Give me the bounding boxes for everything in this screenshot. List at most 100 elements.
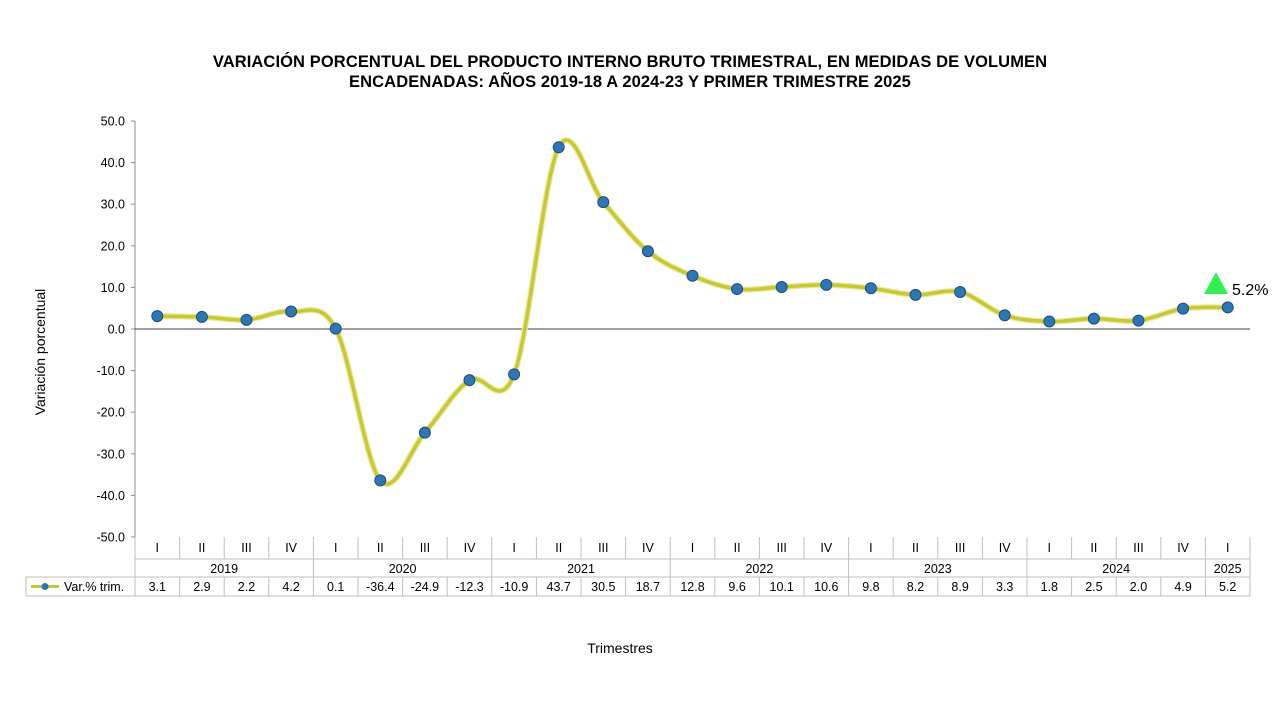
last-value-annotation: 5.2%: [1204, 272, 1268, 299]
data-point: [240, 313, 253, 326]
y-tick-label: 50.0: [101, 115, 125, 129]
data-point: [1221, 301, 1234, 314]
value-cell: 2.0: [1130, 580, 1147, 594]
quarter-label: III: [598, 541, 608, 555]
year-label: 2023: [924, 562, 952, 576]
value-cell: 9.6: [728, 580, 745, 594]
data-point: [1132, 314, 1145, 327]
data-point: [151, 310, 164, 323]
y-tick-label: 10.0: [101, 281, 125, 295]
y-tick-label: -30.0: [97, 447, 126, 461]
annotation-text: 5.2%: [1232, 282, 1269, 299]
value-cell: 0.1: [327, 580, 344, 594]
quarter-label: II: [734, 541, 741, 555]
quarter-label: I: [869, 541, 872, 555]
data-point: [285, 305, 298, 318]
value-cell: 8.2: [907, 580, 924, 594]
y-tick-label: -50.0: [97, 531, 126, 545]
value-cell: -36.4: [366, 580, 395, 594]
y-tick-label: -10.0: [97, 364, 126, 378]
data-point: [954, 285, 967, 298]
quarter-label: IV: [820, 541, 832, 555]
data-point: [195, 310, 208, 323]
year-label: 2024: [1102, 562, 1130, 576]
value-cell: 30.5: [591, 580, 615, 594]
value-cell: 3.1: [149, 580, 166, 594]
value-cell: 2.9: [193, 580, 210, 594]
year-label: 2022: [745, 562, 773, 576]
data-point: [686, 269, 699, 282]
value-cell: 10.1: [770, 580, 794, 594]
value-cell: 12.8: [680, 580, 704, 594]
value-cell: 8.9: [951, 580, 968, 594]
value-cell: 2.2: [238, 580, 255, 594]
chart-title-line-1: VARIACIÓN PORCENTUAL DEL PRODUCTO INTERN…: [212, 53, 1048, 71]
quarter-label: III: [1133, 541, 1143, 555]
quarter-label: II: [377, 541, 384, 555]
y-tick-label: 40.0: [101, 156, 125, 170]
year-label: 2019: [210, 562, 238, 576]
year-label: 2020: [389, 562, 417, 576]
legend-label: Var.% trim.: [64, 580, 124, 594]
value-cell: 43.7: [547, 580, 571, 594]
chart-title-line-2: ENCADENADAS: AÑOS 2019-18 A 2024-23 Y PR…: [349, 73, 911, 91]
quarter-label: IV: [999, 541, 1011, 555]
data-point: [731, 283, 744, 296]
data-point: [329, 322, 342, 335]
quarter-label: II: [1090, 541, 1097, 555]
value-cell: 10.6: [814, 580, 838, 594]
quarter-label: II: [912, 541, 919, 555]
legend-marker: [41, 583, 49, 590]
value-cell: 5.2: [1219, 580, 1236, 594]
data-point: [418, 426, 431, 439]
data-series: [151, 137, 1234, 487]
quarter-label: IV: [464, 541, 476, 555]
chart-title: VARIACIÓN PORCENTUAL DEL PRODUCTO INTERN…: [0, 52, 1260, 92]
data-point: [909, 288, 922, 301]
value-cell: 4.2: [282, 580, 299, 594]
quarter-label: IV: [1177, 541, 1189, 555]
quarter-label: IV: [642, 541, 654, 555]
data-point: [1177, 302, 1190, 315]
value-cell: 4.9: [1174, 580, 1191, 594]
y-tick-label: 30.0: [101, 198, 125, 212]
value-cell: 3.3: [996, 580, 1013, 594]
data-point: [508, 368, 521, 381]
quarter-label: IV: [285, 541, 297, 555]
data-point: [552, 141, 565, 154]
quarter-label: III: [420, 541, 430, 555]
quarter-label: I: [334, 541, 337, 555]
quarter-label: II: [198, 541, 205, 555]
value-cell: -24.9: [411, 580, 440, 594]
quarter-label: I: [512, 541, 515, 555]
data-point: [641, 245, 654, 258]
quarter-label: III: [776, 541, 786, 555]
data-point: [775, 280, 788, 293]
quarter-label: I: [1048, 541, 1051, 555]
year-label: 2021: [567, 562, 595, 576]
data-point: [864, 282, 877, 295]
value-cell: 9.8: [862, 580, 879, 594]
y-tick-label: -20.0: [97, 406, 126, 420]
x-axis-label: Trimestres: [587, 640, 653, 656]
y-tick-label: -40.0: [97, 489, 126, 503]
quarter-label: II: [555, 541, 562, 555]
quarter-label: I: [1226, 541, 1229, 555]
value-cell: 2.5: [1085, 580, 1102, 594]
year-label: 2025: [1214, 562, 1242, 576]
quarter-label: I: [156, 541, 159, 555]
data-point: [374, 474, 387, 487]
up-triangle-icon: [1204, 272, 1228, 294]
value-cell: 1.8: [1041, 580, 1058, 594]
series-line: [157, 138, 1228, 486]
quarter-label: I: [691, 541, 694, 555]
y-tick-label: 20.0: [101, 239, 125, 253]
quarter-label: III: [241, 541, 251, 555]
value-cell: -10.9: [500, 580, 529, 594]
chart-axes: 50.0 40.0 30.0 20.0 10.0 0.0 -10.0 -20.0 -30.0 -4…: [97, 115, 1250, 545]
data-point: [1087, 312, 1100, 325]
data-point: [463, 374, 476, 387]
y-tick-label: 0.0: [108, 323, 125, 337]
data-point: [1043, 315, 1056, 328]
